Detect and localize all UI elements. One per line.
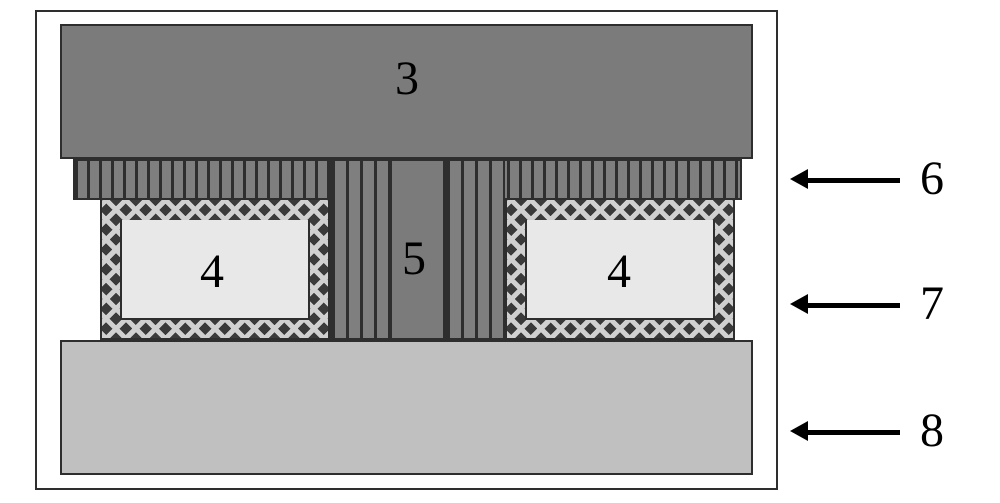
label-5: 5	[402, 235, 426, 283]
label-8: 8	[920, 407, 944, 455]
label-4-right: 4	[607, 248, 631, 296]
region-substrate-8	[60, 340, 753, 475]
region-center-stripe-left	[330, 159, 390, 340]
label-4-left: 4	[200, 248, 224, 296]
label-3: 3	[395, 55, 419, 103]
label-7: 7	[920, 280, 944, 328]
diagram-stage: 3 4 5 4 6 7 8	[0, 0, 1000, 503]
region-center-stripe-right	[445, 159, 505, 340]
label-6: 6	[920, 155, 944, 203]
